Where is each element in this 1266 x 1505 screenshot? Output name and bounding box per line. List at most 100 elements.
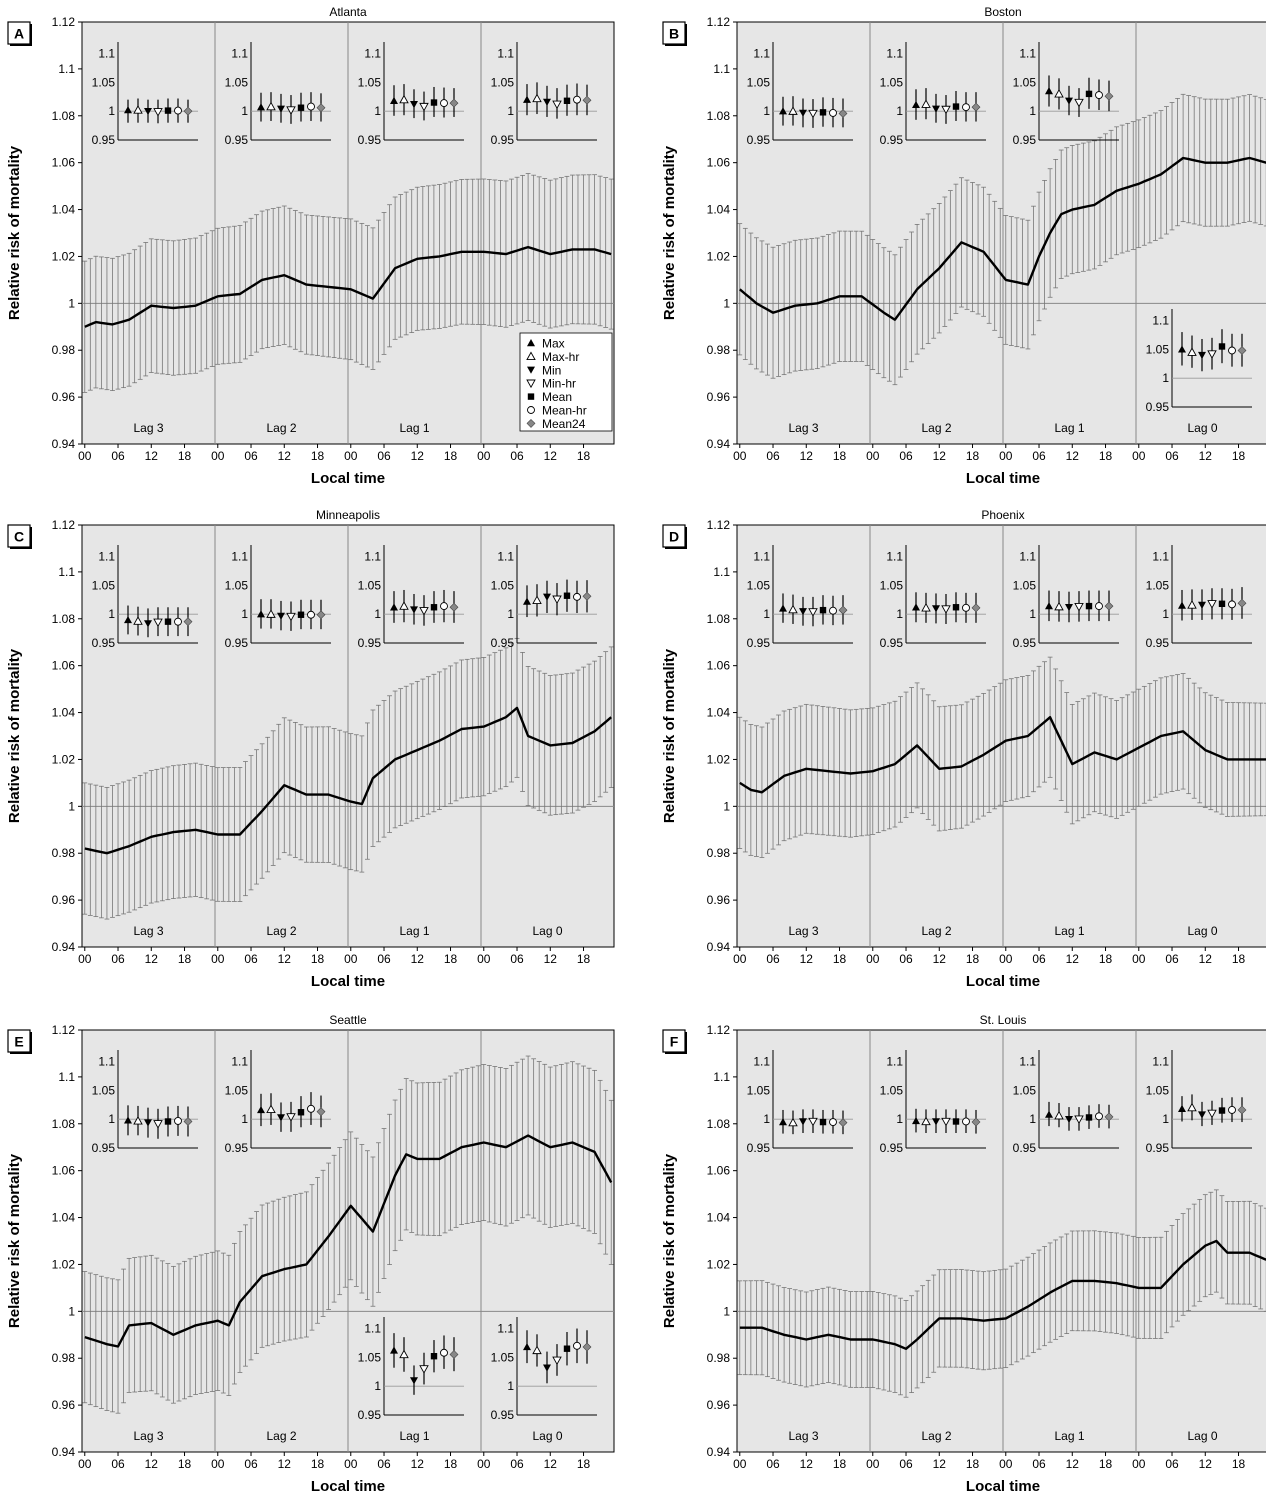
risk-line (739, 156, 1266, 321)
inset-tick-label: 1 (374, 104, 381, 118)
panel-title: St. Louis (980, 1013, 1027, 1027)
y-tick-label: 1.08 (707, 612, 731, 626)
inset-marker-min (144, 1119, 152, 1127)
inset-marker-max (523, 95, 531, 103)
inset-marker-mean-hr (573, 1341, 581, 1350)
risk-line (84, 706, 612, 855)
inset-marker-max-hr (921, 602, 931, 612)
y-tick-label: 1.12 (52, 518, 76, 532)
inset-marker-max-hr (921, 99, 931, 108)
inset-tick-label: 1.05 (491, 75, 515, 89)
x-tick-label: 18 (833, 952, 847, 966)
risk-line (739, 1239, 1266, 1350)
inset-marker-mean24 (1237, 346, 1247, 355)
y-tick-label: 1.02 (52, 1257, 76, 1271)
inset-marker-max-hr (532, 595, 542, 604)
inset-tick-label: 1 (108, 104, 115, 118)
x-tick-label: 18 (444, 1457, 458, 1471)
inset-tick-label: 1 (1162, 1112, 1169, 1126)
inset-marker-max (912, 1116, 920, 1125)
inset-marker-min (799, 608, 807, 616)
inset-tick-label: 1.1 (98, 47, 115, 61)
inset-tick-label: 1.1 (364, 47, 381, 61)
lag-label: Lag 2 (266, 421, 296, 435)
legend-label: Max (542, 337, 565, 351)
inset-marker-mean (563, 97, 571, 104)
inset-tick-label: 1 (1029, 104, 1036, 118)
x-tick-label: 00 (477, 1457, 491, 1471)
inset-tick-label: 1 (507, 607, 514, 621)
inset-tick-label: 1.1 (886, 47, 903, 61)
inset-marker-mean (164, 107, 172, 114)
inset-marker-mean (1218, 343, 1226, 350)
x-tick-label: 06 (377, 952, 391, 966)
x-tick-label: 00 (866, 952, 880, 966)
inset-tick-label: 1.1 (1152, 1055, 1169, 1069)
inset-marker-mean-hr (573, 95, 581, 104)
inset-3: 0.95 1 1.05 1.1 (1013, 1050, 1119, 1155)
inset-marker-max (912, 100, 920, 109)
y-tick-label: 1.06 (707, 156, 731, 170)
lag-label: Lag 3 (788, 924, 818, 938)
x-tick-label: 06 (111, 952, 125, 966)
inset-marker-mean-hr (440, 99, 448, 108)
x-tick-label: 12 (933, 952, 947, 966)
inset-tick-label: 1.05 (747, 75, 771, 89)
inset-tick-label: 0.95 (1013, 1141, 1037, 1155)
plot-area (736, 524, 1266, 948)
x-tick-label: 18 (178, 952, 192, 966)
x-tick-label: 06 (899, 952, 913, 966)
inset-marker-max-hr (266, 101, 276, 111)
x-tick-label: 18 (577, 449, 591, 463)
x-tick-label: 12 (800, 449, 814, 463)
inset-tick-label: 1 (507, 1379, 514, 1393)
x-tick-label: 06 (1032, 952, 1046, 966)
y-tick-label: 1.12 (707, 518, 731, 532)
inset-marker-min (277, 612, 285, 620)
inset-4: 0.95 1 1.05 1.1 (1146, 1050, 1252, 1155)
lag-label: Lag 1 (399, 421, 429, 435)
inset-1: 0.95 1 1.05 1.1 (747, 42, 853, 147)
inset-1: 0.95 1 1.05 1.1 (92, 42, 198, 147)
inset-marker-max (257, 610, 265, 618)
inset-tick-label: 1 (1029, 607, 1036, 621)
y-tick-label: 1.12 (707, 1023, 731, 1037)
inset-tick-label: 0.95 (880, 636, 904, 650)
inset-marker-min-hr (808, 109, 818, 119)
inset-marker-max-hr (788, 604, 798, 614)
inset-marker-mean24 (838, 605, 848, 615)
panel-title: Minneapolis (316, 508, 380, 522)
inset-marker-max-hr (532, 1345, 542, 1355)
inset-marker-max-hr (1187, 600, 1197, 609)
inset-marker-min-hr (419, 102, 429, 112)
y-tick-label: 1.06 (52, 1164, 76, 1178)
inset-tick-label: 0.95 (491, 133, 515, 147)
inset-tick-label: 1.05 (358, 1350, 382, 1364)
inset-tick-label: 1.1 (98, 550, 115, 564)
x-tick-label: 12 (145, 1457, 159, 1471)
inset-marker-mean24 (838, 1118, 848, 1128)
inset-marker-min-hr (941, 1117, 951, 1127)
inset-4: 0.95 1 1.05 1.1 (1146, 545, 1252, 650)
inset-marker-max-hr (1187, 347, 1197, 356)
inset-tick-label: 1 (108, 607, 115, 621)
x-tick-label: 12 (800, 952, 814, 966)
inset-3: 0.95 1 1.05 1.1 (358, 1317, 464, 1422)
inset-tick-label: 1.05 (1146, 1083, 1170, 1097)
inset-tick-label: 1.05 (491, 1350, 515, 1364)
inset-marker-mean (819, 109, 827, 116)
lag-label: Lag 3 (133, 421, 163, 435)
x-tick-label: 12 (1199, 952, 1213, 966)
y-tick-label: 1.08 (52, 109, 76, 123)
lag-label: Lag 0 (532, 924, 562, 938)
x-tick-label: 00 (866, 449, 880, 463)
inset-marker-min (1065, 97, 1073, 105)
inset-marker-min-hr (808, 1117, 818, 1127)
y-tick-label: 1.1 (713, 565, 730, 579)
inset-marker-min (1198, 601, 1206, 609)
inset-marker-mean24 (1104, 91, 1114, 101)
inset-marker-min-hr (286, 612, 296, 622)
inset-tick-label: 1.1 (1019, 47, 1036, 61)
x-tick-label: 18 (833, 1457, 847, 1471)
